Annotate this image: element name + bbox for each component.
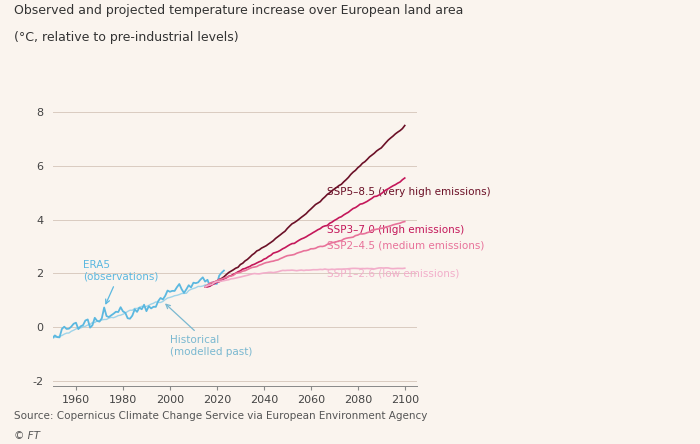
Text: Observed and projected temperature increase over European land area: Observed and projected temperature incre… <box>14 4 463 17</box>
Text: (°C, relative to pre-industrial levels): (°C, relative to pre-industrial levels) <box>14 31 239 44</box>
Text: SSP5–8.5 (very high emissions): SSP5–8.5 (very high emissions) <box>328 187 491 197</box>
Text: SSP2–4.5 (medium emissions): SSP2–4.5 (medium emissions) <box>328 240 484 250</box>
Text: SSP3–7.0 (high emissions): SSP3–7.0 (high emissions) <box>328 225 465 234</box>
Text: ERA5
(observations): ERA5 (observations) <box>83 260 158 304</box>
Text: Historical
(modelled past): Historical (modelled past) <box>166 304 252 357</box>
Text: Source: Copernicus Climate Change Service via European Environment Agency: Source: Copernicus Climate Change Servic… <box>14 411 428 421</box>
Text: SSP1–2.6 (low emissions): SSP1–2.6 (low emissions) <box>328 269 460 279</box>
Text: © FT: © FT <box>14 431 40 441</box>
